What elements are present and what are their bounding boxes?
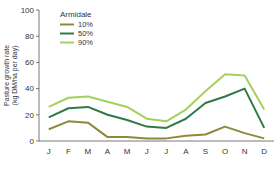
x-tick-label: D bbox=[261, 147, 267, 156]
x-axis bbox=[39, 141, 274, 142]
y-tick-label: 20 bbox=[25, 111, 34, 120]
y-axis-label-line: Pasture growth rate bbox=[3, 45, 11, 106]
y-tick bbox=[36, 10, 39, 11]
chart: 0 20 40 60 80 100 J F M A M J J A S O N D Pasture growth r… bbox=[0, 0, 276, 169]
legend-swatch bbox=[60, 42, 74, 44]
legend-label: 90% bbox=[78, 38, 93, 47]
x-tick-label: S bbox=[203, 147, 208, 156]
x-tick-label: O bbox=[222, 147, 228, 156]
x-tick-label: A bbox=[105, 147, 111, 156]
x-tick-label: J bbox=[164, 147, 168, 156]
legend-label: 10% bbox=[78, 20, 93, 29]
x-tick-label: A bbox=[183, 147, 189, 156]
y-tick bbox=[36, 36, 39, 37]
y-tick-label: 40 bbox=[25, 84, 34, 93]
y-tick bbox=[36, 114, 39, 115]
legend-label: 50% bbox=[78, 29, 93, 38]
y-axis bbox=[39, 10, 40, 141]
y-tick-label: 100 bbox=[21, 6, 35, 15]
series-line bbox=[49, 89, 264, 128]
plot-area bbox=[49, 74, 264, 138]
x-tick-label: J bbox=[47, 147, 51, 156]
y-tick bbox=[36, 88, 39, 89]
y-tick bbox=[36, 141, 39, 142]
legend-swatch bbox=[60, 24, 74, 26]
y-tick-label: 60 bbox=[25, 58, 34, 67]
x-tick-label: J bbox=[145, 147, 149, 156]
x-tick-label: N bbox=[242, 147, 248, 156]
y-tick bbox=[36, 62, 39, 63]
series-line bbox=[49, 121, 264, 138]
legend-title: Armidale bbox=[60, 10, 92, 19]
x-tick-label: F bbox=[66, 147, 71, 156]
y-tick-label: 80 bbox=[25, 32, 34, 41]
y-axis-label-line: (kg DM/ha per day) bbox=[11, 46, 19, 106]
x-tick-label: M bbox=[85, 147, 92, 156]
y-tick-label: 0 bbox=[30, 137, 35, 146]
legend-swatch bbox=[60, 33, 74, 35]
x-tick-label: M bbox=[124, 147, 131, 156]
series-line bbox=[49, 74, 264, 121]
y-axis-label: Pasture growth rate(kg DM/ha per day) bbox=[3, 45, 19, 106]
